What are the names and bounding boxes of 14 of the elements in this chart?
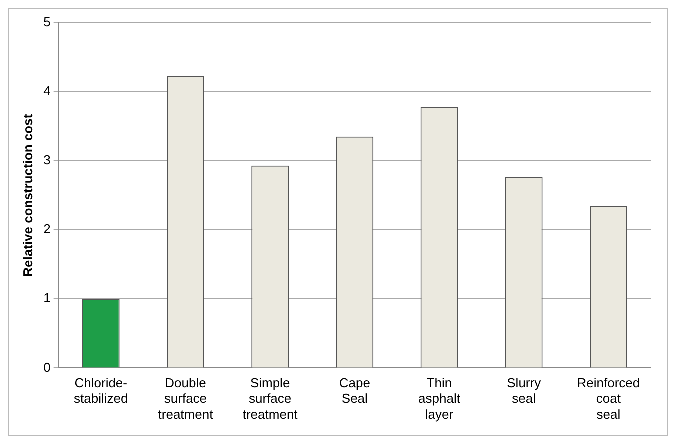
y-tick-label: 5 [44, 14, 51, 30]
y-tick-label: 4 [44, 84, 51, 99]
x-tick-label: Cape Seal [339, 376, 370, 406]
x-tick-label: Double surface treatment [158, 376, 214, 422]
x-tick-label: Reinforced coat seal [577, 376, 640, 422]
y-tick-label: 1 [44, 290, 51, 306]
y-tick-label: 2 [44, 222, 51, 237]
x-tick-label: Thin asphalt layer [418, 376, 461, 422]
x-tick-label: Slurry seal [507, 376, 542, 406]
x-tick-label: Chloride-stabilized [74, 376, 128, 406]
y-tick-label: 0 [44, 360, 51, 375]
y-axis-title: Relative construction cost [20, 114, 36, 277]
x-tick-label: Simple surface treatment [242, 376, 298, 422]
y-tick-label: 3 [44, 152, 51, 168]
